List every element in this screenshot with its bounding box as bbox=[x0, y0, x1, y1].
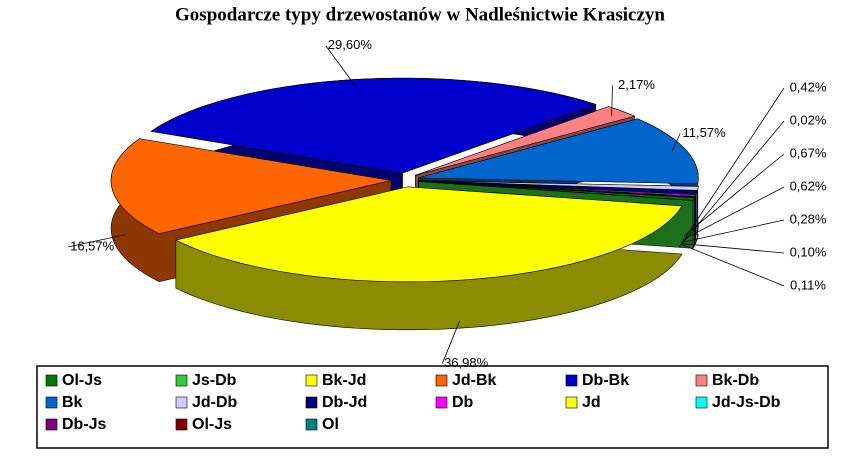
legend-label: Jd-Bk bbox=[452, 372, 497, 389]
leader-line bbox=[681, 243, 785, 254]
legend-swatch bbox=[45, 374, 58, 387]
legend-swatch bbox=[305, 396, 318, 409]
data-label: 0,11% bbox=[790, 277, 826, 292]
legend-swatch bbox=[565, 396, 578, 409]
legend-swatch bbox=[305, 418, 318, 431]
legend-swatch bbox=[45, 418, 58, 431]
leader-line bbox=[682, 186, 785, 241]
legend-swatch bbox=[695, 396, 708, 409]
legend-swatch bbox=[45, 396, 58, 409]
leader-line bbox=[611, 85, 613, 116]
data-label: 0,10% bbox=[790, 244, 827, 259]
leader-line bbox=[325, 45, 357, 87]
legend-swatch bbox=[435, 374, 448, 387]
legend-swatch bbox=[695, 374, 708, 387]
pie-slice bbox=[418, 118, 699, 185]
legend-label: Ol-Js bbox=[192, 416, 232, 433]
legend-label: Js-Db bbox=[192, 372, 237, 389]
legend-label: Ol-Js bbox=[62, 372, 102, 389]
legend-label: Db bbox=[452, 394, 474, 411]
pie-slice bbox=[110, 138, 392, 235]
data-label: 0,62% bbox=[790, 178, 827, 193]
data-label: 0,02% bbox=[790, 112, 827, 127]
leader-line bbox=[441, 321, 460, 364]
legend-label: Db-Bk bbox=[582, 372, 629, 389]
legend-label: Ol bbox=[322, 416, 339, 433]
leader-line bbox=[680, 243, 785, 287]
data-label: 0,42% bbox=[790, 79, 827, 94]
data-label: 36,98% bbox=[444, 355, 489, 370]
data-label: 29,60% bbox=[328, 37, 373, 52]
legend-swatch bbox=[175, 418, 188, 431]
legend-box bbox=[36, 365, 829, 449]
leader-line bbox=[671, 133, 681, 152]
legend-swatch bbox=[435, 396, 448, 409]
pie-slice bbox=[150, 77, 597, 174]
pie-slice bbox=[174, 186, 683, 283]
legend-swatch bbox=[175, 374, 188, 387]
legend-label: Db-Js bbox=[62, 416, 107, 433]
data-label: 2,17% bbox=[618, 77, 655, 92]
data-label: 16,57% bbox=[70, 238, 115, 253]
chart-title: Gospodarcze typy drzewostanów w Nadleśni… bbox=[175, 4, 665, 25]
legend-label: Bk bbox=[62, 394, 83, 411]
pie-slice bbox=[415, 106, 636, 176]
leader-line bbox=[679, 87, 785, 246]
data-label: 11,57% bbox=[683, 125, 727, 140]
legend-swatch bbox=[565, 374, 578, 387]
legend-label: Jd-Db bbox=[192, 394, 238, 411]
legend-label: Bk-Jd bbox=[322, 372, 366, 389]
legend-swatch bbox=[175, 396, 188, 409]
leader-line bbox=[679, 120, 785, 248]
legend-label: Bk-Db bbox=[712, 372, 759, 389]
legend-label: Db-Jd bbox=[322, 394, 367, 411]
leader-line bbox=[681, 219, 785, 243]
leader-line bbox=[68, 234, 126, 248]
pie-slice bbox=[418, 181, 694, 201]
data-label: 0,28% bbox=[790, 211, 827, 226]
leader-line bbox=[683, 153, 785, 237]
legend-swatch bbox=[305, 374, 318, 387]
data-label: 0,67% bbox=[790, 145, 827, 160]
legend-label: Jd-Js-Db bbox=[712, 394, 781, 411]
legend-label: Jd bbox=[582, 394, 601, 411]
